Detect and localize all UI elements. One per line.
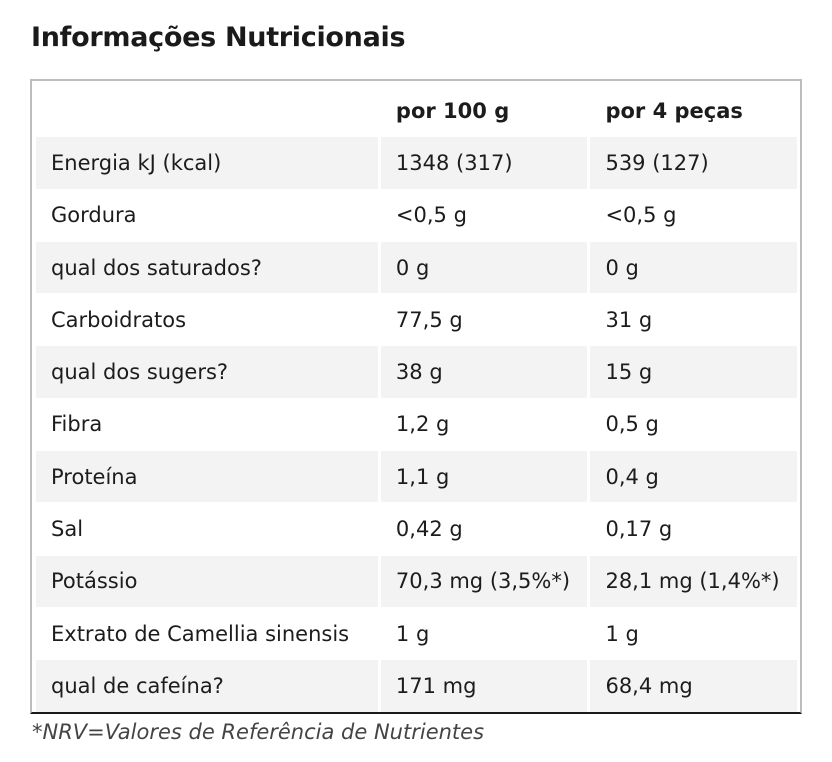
column-header-per-100g: por 100 g <box>380 85 588 137</box>
nutrient-name: Potássio <box>36 555 378 607</box>
nutrient-name: qual dos sugers? <box>36 346 378 398</box>
table-row: Potássio 70,3 mg (3,5%*) 28,1 mg (1,4%*) <box>36 555 797 607</box>
table-row: Sal 0,42 g 0,17 g <box>36 503 797 554</box>
nutrient-name: qual dos saturados? <box>36 241 378 294</box>
table-row: Extrato de Camellia sinensis 1 g 1 g <box>36 608 797 659</box>
value-per-100g: 171 mg <box>380 660 588 712</box>
table-row: Carboidratos 77,5 g 31 g <box>36 294 797 345</box>
value-per-100g: 1,2 g <box>395 412 450 437</box>
value-per-100g: 1 g <box>395 621 430 646</box>
table-row: qual de cafeína? 171 mg 68,4 mg <box>36 660 797 712</box>
table-header-row: por 100 g por 4 peças <box>36 85 797 137</box>
column-header-nutrient <box>36 85 378 137</box>
page-title: Informações Nutricionais <box>31 22 406 53</box>
value-per-100g: 70,3 mg (3,5%*) <box>380 555 588 607</box>
footnote: *NRV=Valores de Referência de Nutrientes <box>32 720 485 744</box>
value-per-100g: 77,5 g <box>395 307 463 332</box>
value-per-100g: <0,5 g <box>395 203 467 228</box>
value-per-4-pieces: 28,1 mg (1,4%*) <box>590 555 797 607</box>
value-per-4-pieces: 15 g <box>590 346 797 398</box>
value-per-4-pieces: 0 g <box>590 241 797 294</box>
table-row: qual dos saturados? 0 g 0 g <box>36 241 797 294</box>
value-per-100g: 38 g <box>380 346 588 398</box>
nutrient-name: Energia kJ (kcal) <box>36 137 378 189</box>
nutrient-name: qual de cafeína? <box>36 660 378 712</box>
value-per-4-pieces: <0,5 g <box>605 203 677 228</box>
value-per-100g: 1,1 g <box>380 451 588 503</box>
value-per-4-pieces: 1 g <box>605 621 639 646</box>
nutrient-name: Fibra <box>51 412 103 437</box>
value-per-100g: 1348 (317) <box>380 137 588 189</box>
value-per-4-pieces: 539 (127) <box>590 137 797 189</box>
value-per-100g: 0,42 g <box>395 517 463 542</box>
value-per-4-pieces: 0,5 g <box>605 412 659 437</box>
nutrition-table: por 100 g por 4 peças Energia kJ (kcal) … <box>33 84 800 713</box>
value-per-4-pieces: 0,4 g <box>590 451 797 503</box>
nutrient-name: Extrato de Camellia sinensis <box>51 621 350 646</box>
value-per-4-pieces: 31 g <box>605 307 653 332</box>
table-row: Gordura <0,5 g <0,5 g <box>36 190 797 241</box>
table-row: Energia kJ (kcal) 1348 (317) 539 (127) <box>36 137 797 189</box>
nutrient-name: Proteína <box>36 451 378 503</box>
value-per-4-pieces: 68,4 mg <box>590 660 797 712</box>
nutrient-name: Sal <box>51 517 84 542</box>
column-header-per-4-pieces: por 4 peças <box>590 85 797 137</box>
nutrition-table-frame: por 100 g por 4 peças Energia kJ (kcal) … <box>30 79 802 714</box>
nutrient-name: Gordura <box>51 203 137 228</box>
nutrient-name: Carboidratos <box>51 307 187 332</box>
value-per-100g: 0 g <box>380 241 588 294</box>
value-per-4-pieces: 0,17 g <box>605 517 673 542</box>
table-row: Proteína 1,1 g 0,4 g <box>36 451 797 503</box>
table-row: Fibra 1,2 g 0,5 g <box>36 399 797 450</box>
table-row: qual dos sugers? 38 g 15 g <box>36 346 797 398</box>
